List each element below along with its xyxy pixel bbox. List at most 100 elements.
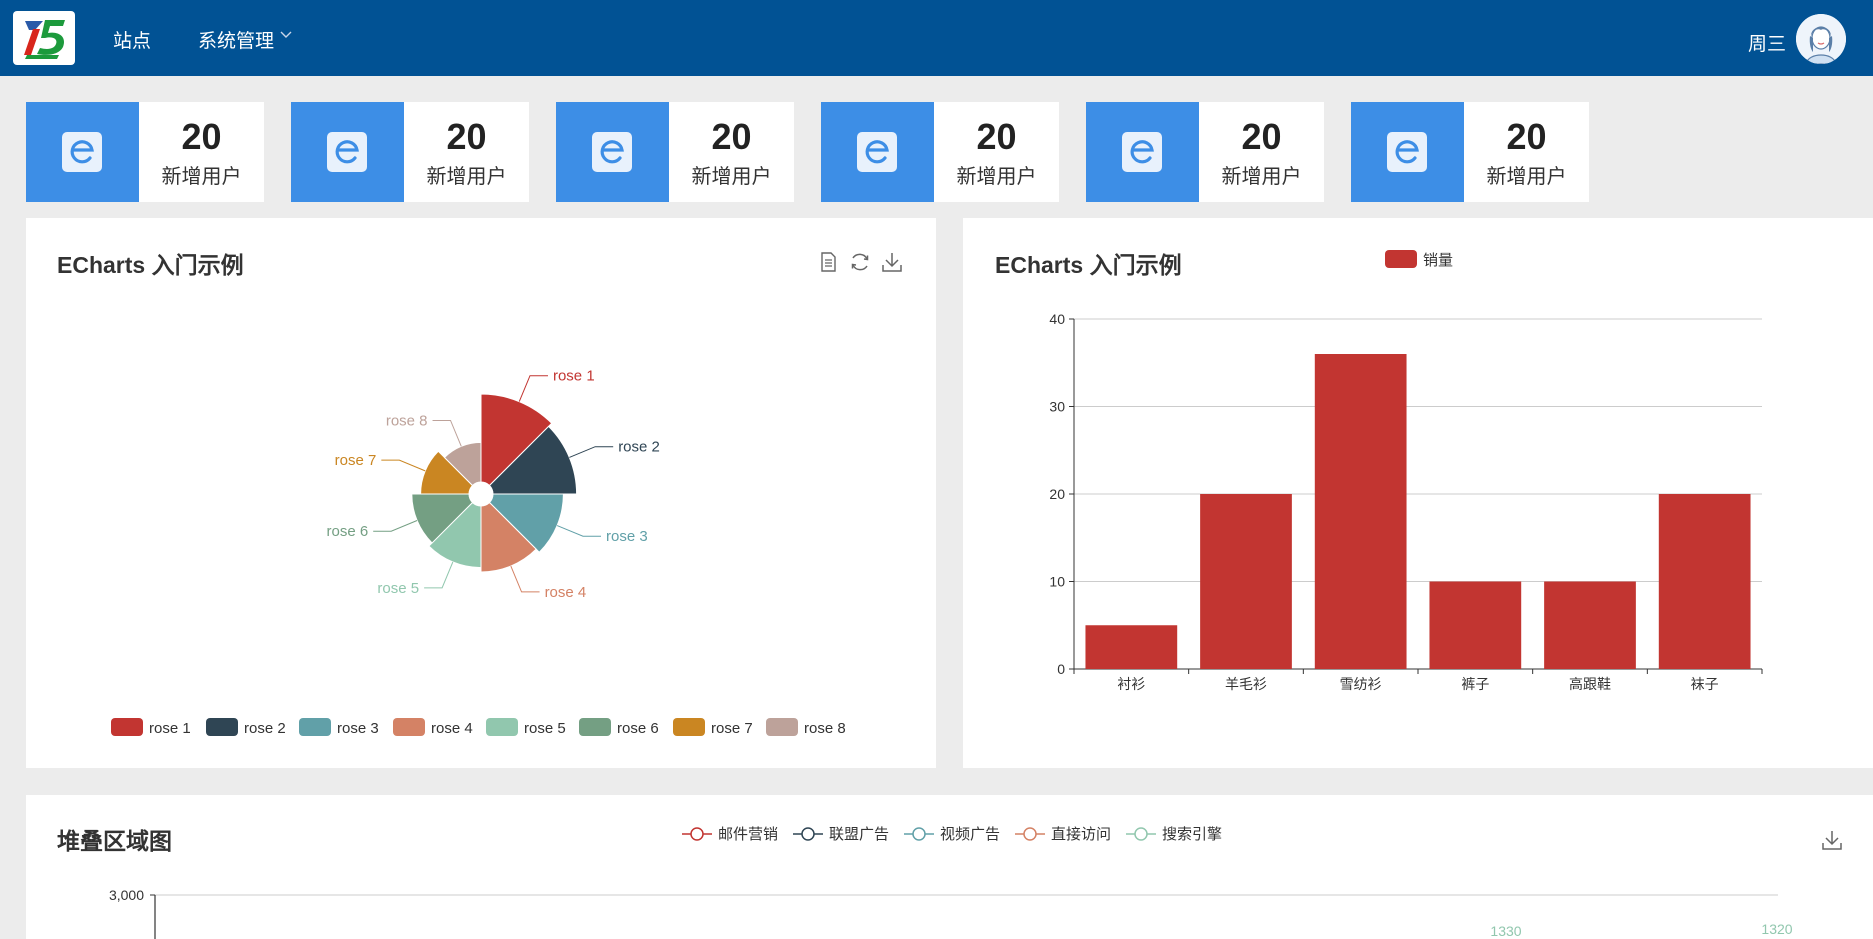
rose-label: rose 7	[335, 452, 377, 469]
stat-label: 新增用户	[426, 166, 507, 188]
legend-item: 销量	[1423, 252, 1453, 269]
ie-browser-icon	[857, 132, 897, 172]
ie-browser-icon	[62, 132, 102, 172]
data-label: 1320	[1761, 921, 1792, 937]
panel-title: 堆叠区域图	[57, 828, 172, 854]
legend-item: rose 1	[149, 720, 191, 737]
legend-marker	[690, 827, 704, 841]
stat-card: 20 新增用户	[26, 102, 264, 202]
stacked-area-panel: 堆叠区域图 邮件营销 联盟广告 视频广告 直接访问 搜索引擎 3,000 1330 1320	[26, 795, 1873, 939]
rose-label: rose 4	[545, 584, 587, 601]
user-avatar[interactable]	[1796, 14, 1846, 64]
rose-slice	[420, 450, 474, 495]
legend-swatch	[111, 718, 143, 736]
bar-chart: 销量 0 10 20 30 40 衬衫 羊毛衫 雪纺衫 裤子 高跟鞋 袜子	[1049, 250, 1763, 692]
rose-label: rose 8	[386, 412, 428, 429]
stat-label: 新增用户	[956, 166, 1037, 188]
data-view-icon[interactable]	[816, 250, 840, 274]
nav-item-system-management[interactable]: 系统管理	[198, 31, 275, 52]
stat-card: 20 新增用户	[291, 102, 529, 202]
stat-value: 20	[711, 116, 752, 157]
stat-value: 20	[976, 116, 1017, 157]
stat-value: 20	[181, 116, 222, 157]
data-label: 1330	[1490, 923, 1521, 939]
legend-item: rose 4	[431, 720, 473, 737]
y-tick-label: 20	[1049, 486, 1065, 502]
stat-icon-box	[26, 102, 139, 202]
stat-card: 20 新增用户	[1351, 102, 1589, 202]
rose-slice	[488, 425, 578, 495]
rose-label: rose 2	[618, 439, 660, 456]
stat-card: 20 新增用户	[821, 102, 1059, 202]
stat-icon-box	[1351, 102, 1464, 202]
legend-item: rose 7	[711, 720, 753, 737]
rose-slice	[480, 393, 553, 487]
download-icon[interactable]	[1820, 828, 1844, 852]
ie-browser-icon	[592, 132, 632, 172]
legend-marker	[912, 827, 926, 841]
stat-icon-box	[1086, 102, 1199, 202]
logo-icon	[24, 20, 65, 59]
restore-icon[interactable]	[848, 250, 872, 274]
rose-slice	[480, 501, 537, 573]
legend-swatch	[206, 718, 238, 736]
x-tick-label: 羊毛衫	[1225, 676, 1267, 692]
stat-value: 20	[1241, 116, 1282, 157]
app-logo[interactable]	[13, 11, 75, 65]
x-tick-label: 裤子	[1461, 676, 1489, 692]
bar	[1544, 581, 1636, 669]
legend-item: 邮件营销	[718, 826, 778, 843]
stat-value: 20	[1506, 116, 1547, 157]
rose-label: rose 5	[377, 580, 419, 597]
legend-item: rose 6	[617, 720, 659, 737]
bar	[1200, 494, 1292, 669]
legend-swatch	[766, 718, 798, 736]
rose-slice	[428, 501, 482, 569]
ie-browser-icon	[1122, 132, 1162, 172]
rose-slice	[411, 493, 474, 544]
legend-item: rose 5	[524, 720, 566, 737]
rose-label: rose 1	[553, 368, 595, 385]
y-tick-label: 30	[1049, 399, 1065, 415]
panel-title: ECharts 入门示例	[57, 252, 244, 278]
bar	[1658, 494, 1751, 669]
bar	[1314, 354, 1407, 669]
legend-item: 搜索引擎	[1162, 826, 1222, 843]
rose-slice	[488, 493, 564, 553]
stat-icon-box	[821, 102, 934, 202]
rose-chart-panel: ECharts 入门示例 rose 1 rose 2 rose 3 rose 4 ros…	[26, 218, 936, 768]
rose-label-line	[424, 561, 454, 589]
rose-label-line	[510, 565, 540, 593]
stat-value: 20	[446, 116, 487, 157]
user-avatar-icon	[1796, 14, 1846, 64]
stat-label: 新增用户	[161, 166, 242, 188]
legend-item: 直接访问	[1051, 826, 1111, 843]
panel-title: ECharts 入门示例	[995, 252, 1182, 278]
legend-item: 视频广告	[940, 826, 1000, 843]
legend-marker	[1023, 827, 1037, 841]
user-name[interactable]: 周三	[1748, 34, 1787, 55]
rose-label-line	[373, 520, 418, 532]
bar	[1085, 625, 1178, 669]
ie-browser-icon	[1387, 132, 1427, 172]
rose-label-line	[569, 446, 614, 458]
x-tick-label: 高跟鞋	[1569, 676, 1611, 692]
nav-item-site[interactable]: 站点	[113, 31, 152, 52]
chevron-down-icon[interactable]	[280, 31, 292, 39]
download-icon[interactable]	[880, 250, 904, 274]
rose-label: rose 6	[326, 523, 368, 540]
x-tick-label: 雪纺衫	[1340, 676, 1382, 692]
x-tick-label: 衬衫	[1117, 676, 1145, 692]
ie-browser-icon	[327, 132, 367, 172]
stat-card: 20 新增用户	[1086, 102, 1324, 202]
x-tick-label: 袜子	[1691, 676, 1719, 692]
rose-label: rose 3	[606, 528, 648, 545]
legend-item: 联盟广告	[829, 826, 889, 843]
y-tick-label: 10	[1049, 574, 1065, 590]
legend-swatch	[486, 718, 518, 736]
rose-label-line	[432, 419, 462, 447]
y-tick-label: 40	[1049, 311, 1065, 327]
bar-chart-panel: ECharts 入门示例 销量 0 10 20 30 40 衬衫 羊毛衫 雪纺衫 裤子 高跟鞋 袜子	[963, 218, 1873, 768]
legend-swatch	[393, 718, 425, 736]
legend-item: rose 8	[804, 720, 846, 737]
